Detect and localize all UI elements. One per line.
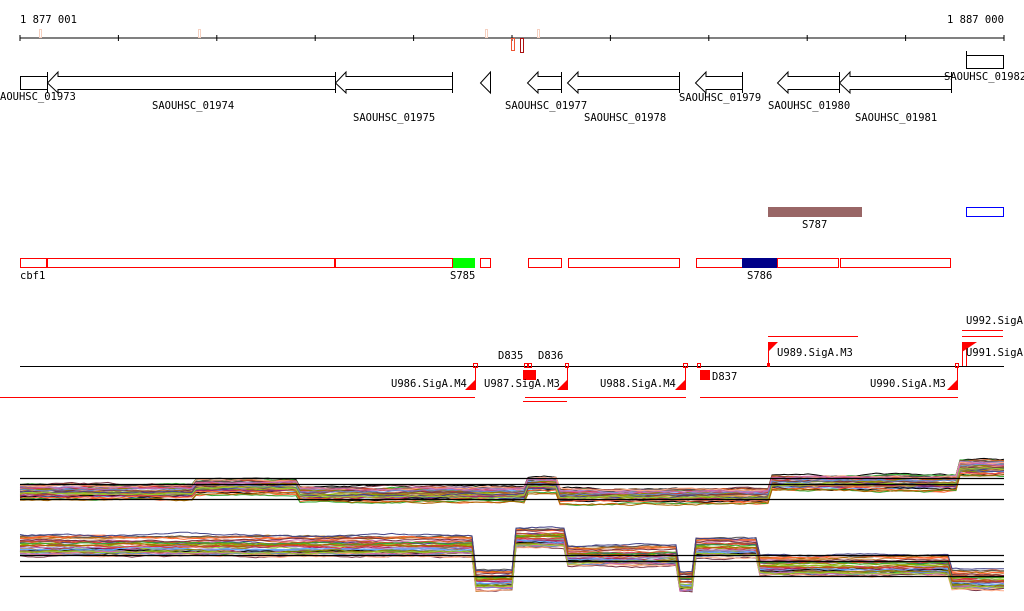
gene-label: SAOUHSC_01980 [768, 100, 850, 112]
gene-label: SAOUHSC_01974 [152, 100, 234, 112]
terminator-D837[interactable] [700, 370, 710, 380]
segment[interactable] [528, 258, 562, 268]
coordinate-ruler: 1 877 001 1 887 000 [19, 14, 1005, 53]
segment[interactable] [20, 258, 47, 268]
promoter-flag[interactable] [675, 380, 685, 390]
gene-SAOUHSC_01974[interactable]: SAOUHSC_01974 [46, 70, 336, 112]
promoter-label: U989.SigA.M3 [777, 347, 853, 359]
segment[interactable] [568, 258, 680, 268]
gene-SAOUHSC_01979[interactable]: SAOUHSC_01979 [679, 70, 761, 104]
promoter-track: U986.SigA.M4 U987.SigA.M3 U988.SigA.M4 U… [0, 315, 1024, 402]
expression-plot-upper [19, 457, 1005, 506]
gene-SAOUHSC_01982[interactable]: SAOUHSC_01982 [944, 51, 1024, 83]
signal-series [20, 542, 1005, 592]
promoter-flag[interactable] [557, 380, 567, 390]
segment-S787[interactable] [768, 207, 862, 217]
promoter-label: U986.SigA.M4 [391, 378, 467, 390]
segment[interactable] [47, 258, 335, 268]
gene-label: AOUHSC_01973 [0, 91, 76, 103]
gene-track: AOUHSC_01973 SAOUHSC_01974 SAOUHSC_01975… [0, 51, 1024, 124]
gene-fragment-arrow[interactable] [479, 70, 491, 95]
signal-series [19, 474, 1005, 506]
segment-track-upper: S787 [768, 207, 1004, 231]
gene-SAOUHSC_01981[interactable]: SAOUHSC_01981 [838, 70, 952, 124]
gene-label: SAOUHSC_01982 [944, 71, 1024, 83]
signal-series [19, 463, 1005, 497]
gene-label: SAOUHSC_01978 [584, 112, 666, 124]
terminator-label: D836 [538, 350, 563, 362]
promoter-flag[interactable] [962, 342, 977, 352]
ruler-markers [39, 29, 540, 53]
segment[interactable] [696, 258, 743, 268]
plot-reference-lines [20, 477, 1004, 578]
signal-series [19, 462, 1004, 495]
promoter-flag[interactable] [465, 380, 475, 390]
gene-label: SAOUHSC_01979 [679, 92, 761, 104]
segment-label-S786: S786 [747, 270, 772, 282]
promoter-label: U988.SigA.M4 [600, 378, 676, 390]
segment-track-lower: cbf1 S785 S786 [20, 258, 951, 282]
promoter-label: U987.SigA.M3 [484, 378, 560, 390]
gene-label: SAOUHSC_01977 [505, 100, 587, 112]
signal-series [19, 528, 1005, 577]
promoter-flag[interactable] [768, 342, 778, 352]
promoter-label: U991.SigA [966, 347, 1024, 359]
signal-series [20, 534, 1005, 583]
expression-plot-lower [19, 526, 1005, 593]
gene-SAOUHSC_01975[interactable]: SAOUHSC_01975 [334, 70, 453, 124]
segment-unlabeled-blue[interactable] [966, 207, 1004, 217]
segment-S785[interactable] [453, 258, 475, 268]
segment-label-S785: S785 [450, 270, 475, 282]
segment[interactable] [840, 258, 951, 268]
terminator-D835[interactable] [523, 370, 536, 380]
terminator-label: D835 [498, 350, 523, 362]
terminator-label: D837 [712, 371, 737, 383]
ruler-start-label: 1 877 001 [20, 14, 77, 26]
signal-series [19, 543, 1005, 590]
segment-label-S787: S787 [802, 219, 827, 231]
segment-label-cbf1: cbf1 [20, 270, 45, 282]
segment-S786[interactable] [742, 258, 777, 268]
promoter-label: U990.SigA.M3 [870, 378, 946, 390]
signal-series [19, 471, 1005, 502]
segment[interactable] [480, 258, 491, 268]
gene-label: SAOUHSC_01975 [353, 112, 435, 124]
gene-SAOUHSC_01978[interactable]: SAOUHSC_01978 [566, 70, 680, 124]
ruler-end-label: 1 887 000 [947, 14, 1004, 26]
segment[interactable] [335, 258, 453, 268]
gene-label: SAOUHSC_01981 [855, 112, 937, 124]
gene-SAOUHSC_01980[interactable]: SAOUHSC_01980 [768, 70, 850, 112]
promoter-flag[interactable] [947, 380, 957, 390]
gene-SAOUHSC_01977[interactable]: SAOUHSC_01977 [505, 70, 587, 112]
segment[interactable] [777, 258, 839, 268]
signal-series [19, 526, 1005, 573]
promoter-label: U992.SigA [966, 315, 1024, 327]
